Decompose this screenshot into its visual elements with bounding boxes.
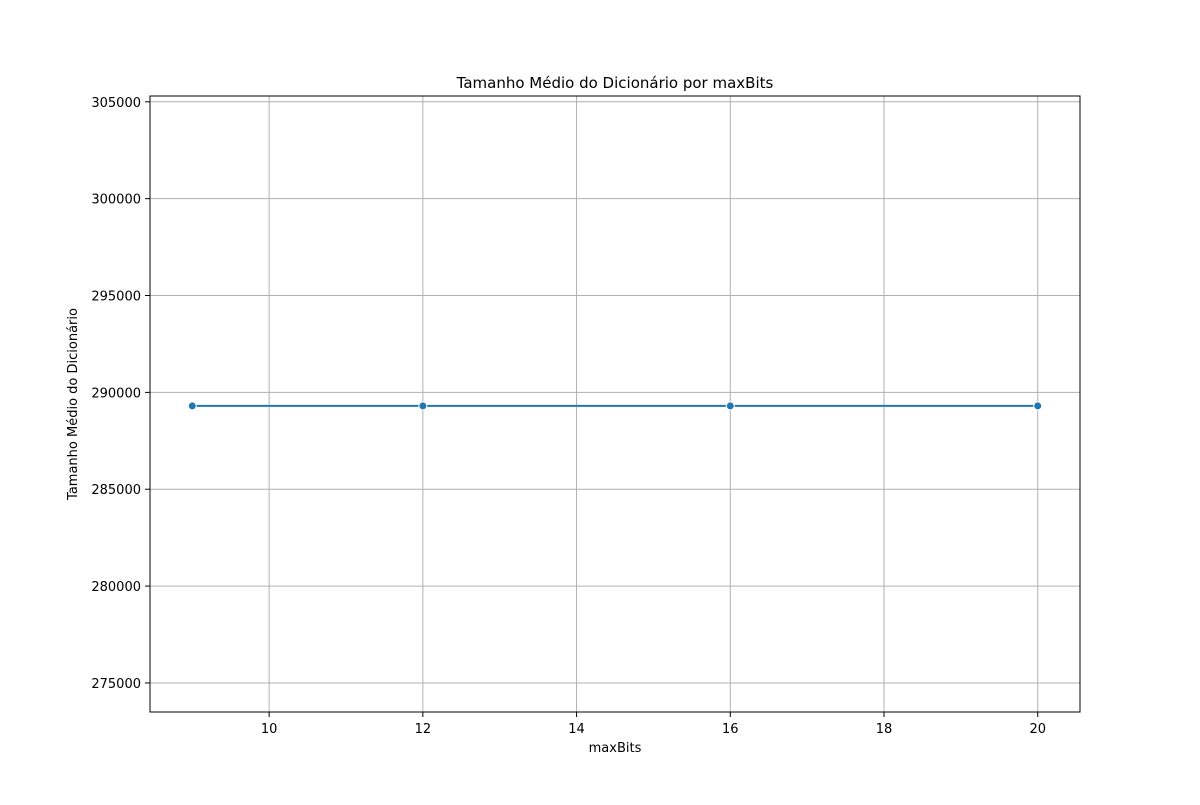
data-point [187,401,197,411]
x-axis-label: maxBits [589,741,642,756]
y-tick-label: 280000 [91,580,141,595]
x-tick-label: 20 [1029,722,1046,737]
y-tick-label: 295000 [91,290,141,305]
x-tick-label: 16 [722,722,739,737]
y-tick-label: 290000 [91,386,141,401]
y-axis-label: Tamanho Médio do Dicionário [66,308,81,501]
chart-title: Tamanho Médio do Dicionário por maxBits [456,74,774,92]
series-layer [187,401,1043,411]
y-tick-label: 275000 [91,677,141,692]
x-tick-label: 14 [568,722,585,737]
x-tick-label: 18 [876,722,893,737]
x-tick-label: 10 [261,722,278,737]
data-point [1033,401,1043,411]
plot-area-frame [149,95,1081,713]
y-tick-label: 285000 [91,483,141,498]
data-point [418,401,428,411]
y-tick-label: 305000 [91,96,141,111]
x-tick-label: 12 [415,722,432,737]
y-tick-label: 300000 [91,193,141,208]
data-point [725,401,735,411]
axis-ticks: 10 12 14 16 18 20 275000 280000 285000 290000 2950… [91,96,1046,737]
